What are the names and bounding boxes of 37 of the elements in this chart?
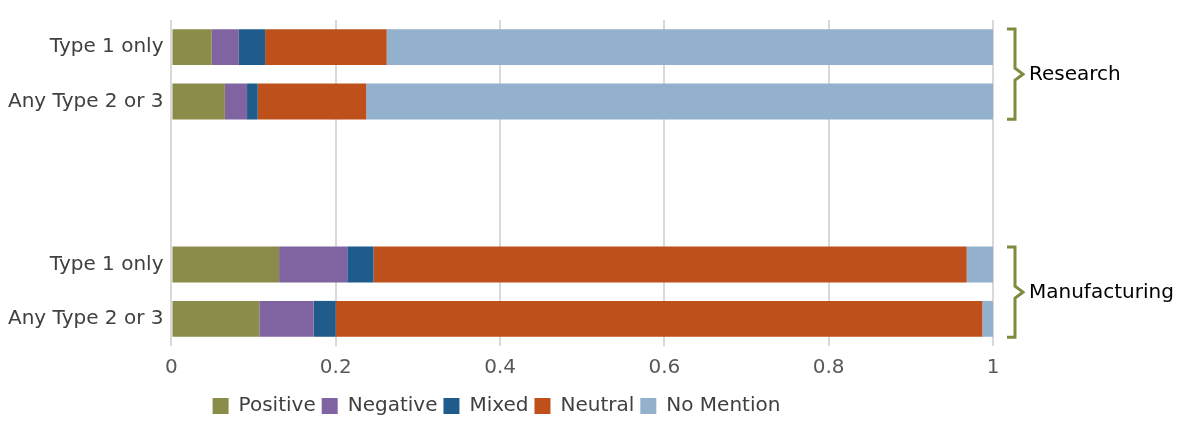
bar — [172, 246, 280, 283]
x-tick-label: 0.6 — [648, 354, 681, 379]
bar — [172, 83, 225, 120]
bar — [211, 29, 239, 66]
bar — [982, 300, 993, 337]
legend-label: Positive — [238, 392, 316, 417]
text: Manufacturing — [1029, 278, 1174, 303]
y-tick-label: Type 1 only — [48, 33, 164, 58]
bar — [386, 29, 993, 66]
text: Research — [1029, 61, 1121, 86]
bar — [366, 83, 993, 120]
legend-label: Negative — [347, 392, 438, 417]
bar — [172, 29, 212, 66]
bar — [966, 246, 993, 283]
bar — [224, 83, 248, 120]
x-tick-label: 1 — [986, 354, 1000, 379]
bar — [172, 300, 260, 337]
bar — [238, 29, 266, 66]
bar — [247, 83, 258, 120]
legend-label: Mixed — [469, 392, 529, 417]
x-tick-label: 0.8 — [812, 354, 845, 379]
bar — [265, 29, 387, 66]
legend-label: No Mention — [666, 392, 781, 417]
x-tick-label: 0.4 — [484, 354, 516, 379]
y-tick-label: Type 1 only — [48, 250, 164, 275]
bar — [373, 246, 967, 283]
y-tick-label: Any Type 2 or 3 — [8, 87, 164, 112]
bar — [257, 83, 367, 120]
bar — [335, 300, 983, 337]
bar — [259, 300, 314, 337]
bar — [313, 300, 336, 337]
bar — [347, 246, 374, 283]
x-tick-label: 0.2 — [319, 354, 352, 379]
bar — [279, 246, 348, 283]
x-tick-label: 0 — [165, 354, 178, 379]
y-tick-label: Any Type 2 or 3 — [8, 305, 164, 330]
legend-label: Neutral — [560, 392, 635, 417]
